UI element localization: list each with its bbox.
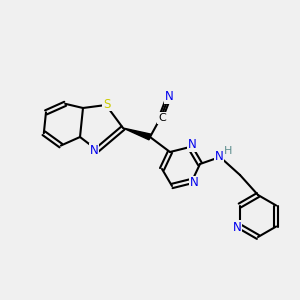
Polygon shape <box>123 128 151 140</box>
Text: N: N <box>165 91 173 103</box>
Text: N: N <box>214 149 224 163</box>
Text: N: N <box>188 139 196 152</box>
Text: H: H <box>224 146 232 156</box>
Text: N: N <box>190 176 198 190</box>
Text: N: N <box>232 221 241 234</box>
Text: S: S <box>103 98 111 110</box>
Text: N: N <box>90 143 98 157</box>
Text: C: C <box>158 113 166 123</box>
